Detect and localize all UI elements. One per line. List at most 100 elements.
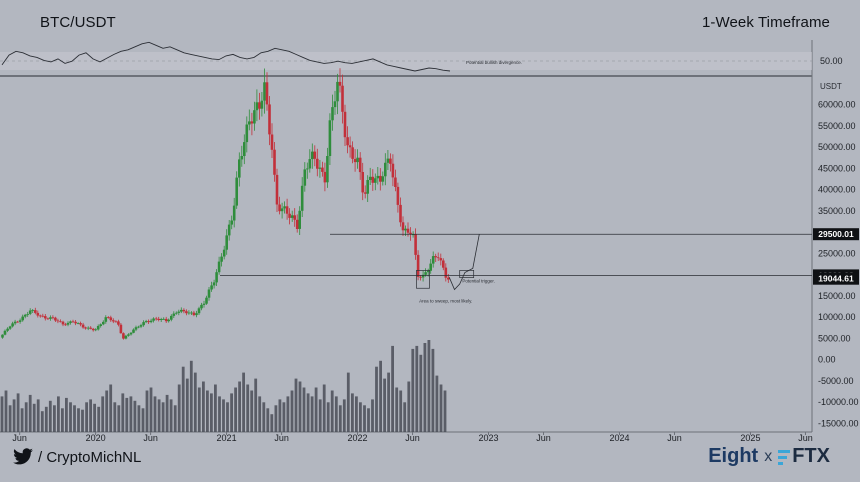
candle-body [107,317,110,318]
volume-bar [298,381,302,432]
candle-body [3,330,7,335]
candle-body [245,124,249,143]
candle-body [414,234,417,255]
volume-bar [250,390,254,432]
candle-body [263,82,266,101]
candle-body [290,215,294,218]
candle-body [386,158,390,163]
candle-body [81,324,85,328]
footer: / CryptoMichNL Eight x FTX [0,430,860,482]
volume-bar [419,354,423,432]
candle-body [331,107,334,121]
candle-body [442,260,445,268]
volume-bar [77,408,80,432]
volume-bar [322,384,326,432]
candle-body [49,317,52,319]
candle-body [152,318,155,321]
y-tick-label: -10000.00 [818,397,859,407]
candle-body [217,261,221,273]
candle-body [220,256,223,262]
candle-body [18,320,22,322]
volume-bar [282,402,286,432]
candle-body [41,315,45,317]
candle-body [122,333,125,339]
candle-body [376,175,380,179]
candle-body [333,101,337,108]
candle-body [84,327,87,329]
candle-body [172,313,176,316]
candle-body [351,147,354,159]
candle-body [96,326,100,330]
candle-body [124,335,128,339]
rsi-band [0,52,812,70]
candle-body [222,249,226,257]
volume-bar [302,387,306,432]
candle-body [275,174,279,205]
rsi-annotation: Potential bullish divergence. [466,60,522,65]
volume-bar [125,397,129,432]
candle-body [202,303,206,305]
candle-body [91,328,95,331]
volume-bar [8,405,12,432]
volume-bar [210,393,213,432]
x-tick-label: Jun [536,433,551,443]
y-tick-label: 15000.00 [818,291,856,301]
candle-body [230,220,233,225]
candle-body [379,175,382,182]
candle-body [177,311,181,313]
volume-bar [435,375,439,432]
candle-body [192,312,196,316]
y-tick-label: -15000.00 [818,419,859,429]
candle-body [225,235,228,250]
candle-body [419,276,422,278]
sweep-zone [416,270,430,289]
volume-bar [48,400,52,432]
y-tick-label: 40000.00 [818,185,856,195]
volume-bar [93,403,96,432]
candle-body [232,205,236,221]
candle-body [56,320,60,322]
candle-body [76,323,80,324]
candle-body [260,100,264,109]
candle-body [187,312,191,314]
volume-bar [89,399,92,432]
volume-bar [0,396,4,432]
candle-body [356,157,359,163]
volume-bar [222,399,225,432]
rsi-line [1,41,451,72]
volume-bar [415,345,419,432]
volume-bar [69,402,72,432]
volume-bar [387,372,390,432]
volume-bar [286,396,290,432]
y-tick-label: -5000.00 [818,376,854,386]
candle-body [44,316,47,319]
candle-body [159,319,163,320]
candle-body [99,324,102,326]
candle-body [336,81,339,102]
candle-body [288,213,291,218]
candle-body [28,310,32,314]
x-tick-label: 2021 [217,433,237,443]
volume-bar [258,396,262,432]
candle-body [139,325,143,327]
candle-body [8,326,12,329]
y-tick-label: 45000.00 [818,163,856,173]
volume-bar [189,360,193,432]
volume-bar [12,399,16,432]
candle-body [273,149,276,175]
candle-body [250,121,254,124]
candle-body [421,274,425,278]
brand-ftx: FTX [778,445,830,468]
volume-bar [290,390,294,432]
candle-body [114,321,118,323]
volume-bar [262,402,266,432]
volume-bar [330,390,334,432]
candle-body [384,162,387,177]
volume-bar [44,406,48,432]
volume-bar [439,384,443,432]
candle-body [6,328,9,331]
volume-bar [371,399,374,432]
volume-bar [407,381,411,432]
x-tick-label: Jun [143,433,158,443]
candle-body [285,206,289,214]
